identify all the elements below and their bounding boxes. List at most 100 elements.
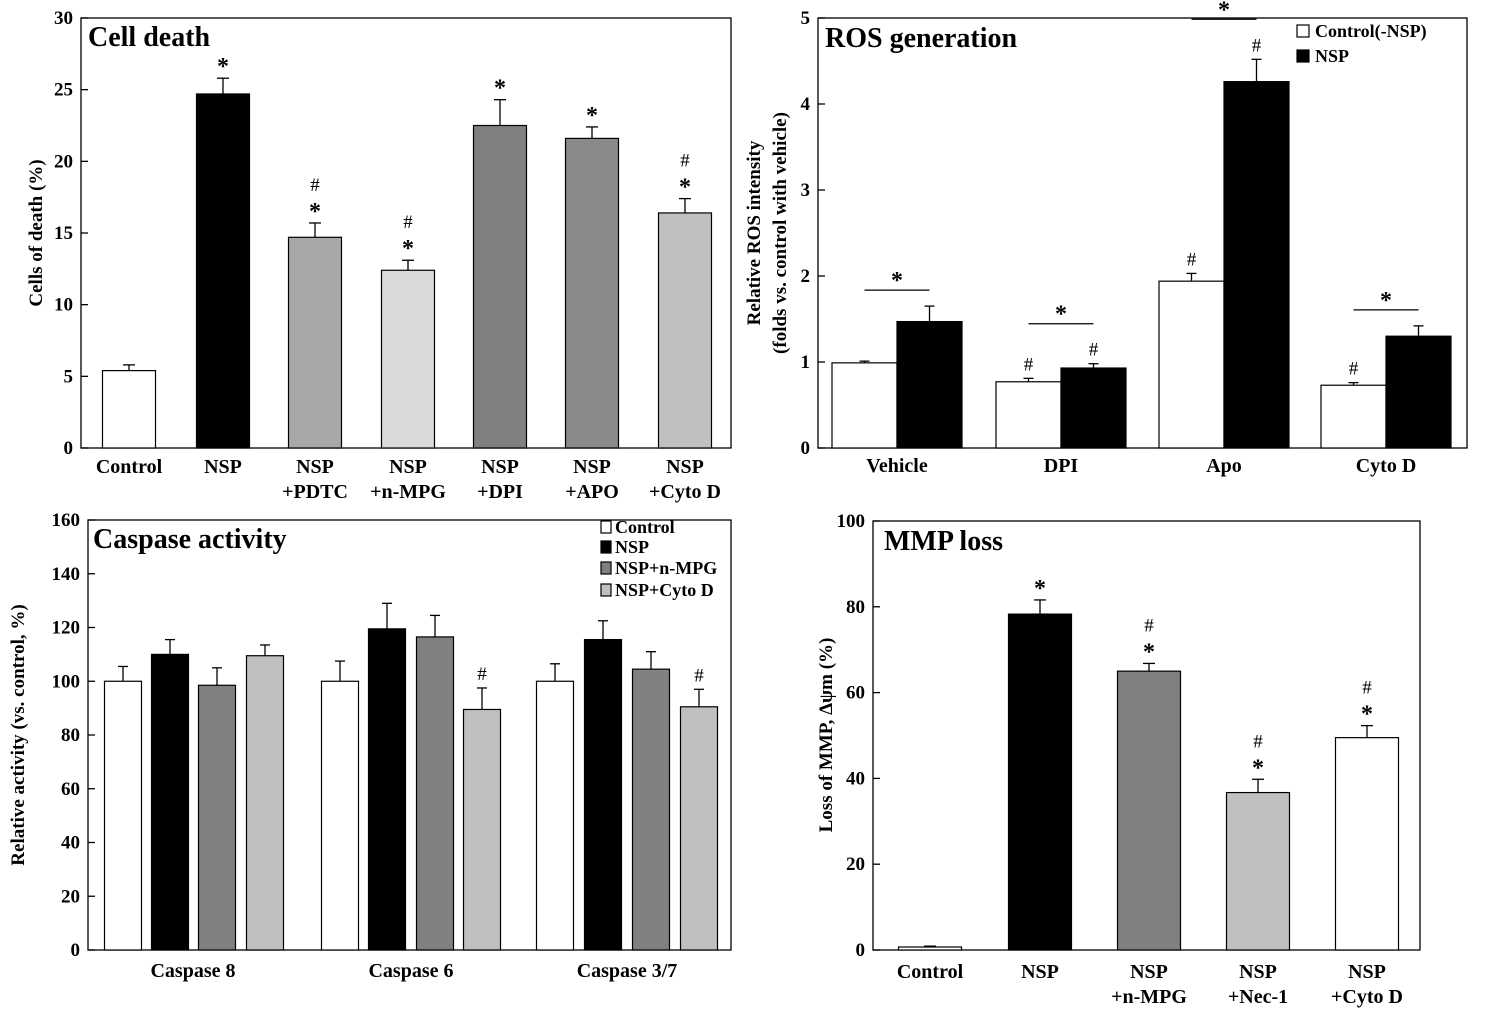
- bar: [320, 680, 360, 951]
- y-tick-label: 0: [801, 438, 811, 459]
- y-tick-label: 60: [846, 683, 865, 704]
- x-tick-label: DPI: [1044, 455, 1079, 477]
- significance-star: *: [1034, 576, 1046, 602]
- significance-hash: #: [477, 664, 487, 685]
- y-tick-label: 0: [71, 940, 81, 961]
- legend-label: Control: [615, 517, 675, 537]
- y-tick-label: 0: [856, 940, 866, 961]
- x-tick-label: Control: [96, 456, 163, 478]
- bar: [1320, 384, 1387, 449]
- significance-star: *: [1218, 0, 1230, 23]
- bar: [679, 706, 719, 951]
- x-tick-label: Control: [897, 961, 964, 983]
- significance-hash: #: [1362, 678, 1372, 699]
- significance-star: *: [309, 199, 321, 225]
- bar: [367, 628, 407, 951]
- significance-star: *: [679, 175, 691, 201]
- y-axis-label: Cells of death (%): [26, 159, 47, 306]
- bar: [462, 708, 502, 951]
- x-tick-label: NSP: [1130, 961, 1168, 983]
- mmp-loss-panel: 0 20 40 60 80 100 MMP loss Loss of MMP, Δψm (%)…: [816, 511, 1421, 1008]
- legend-label: NSP+n-MPG: [615, 558, 717, 578]
- bar: [415, 636, 455, 951]
- bar: [197, 684, 237, 951]
- x-tick-label: +DPI: [477, 481, 523, 503]
- bar: [472, 124, 528, 449]
- y-tick-label: 100: [837, 511, 866, 532]
- panel-title: MMP loss: [884, 526, 1003, 557]
- y-axis-label: Loss of MMP, Δψm (%): [816, 638, 837, 833]
- significance-hash: #: [1253, 731, 1263, 752]
- x-tick-label: NSP: [389, 456, 427, 478]
- significance-hash: #: [694, 665, 704, 686]
- x-tick-label: +APO: [565, 481, 619, 503]
- bar: [583, 638, 623, 951]
- y-tick-label: 140: [52, 564, 81, 585]
- legend-swatch: [600, 540, 612, 554]
- bar: [1385, 335, 1452, 449]
- bar: [150, 653, 190, 951]
- legend-label: NSP: [615, 537, 649, 557]
- y-axis-label: Relative activity (vs. control, %): [8, 604, 29, 865]
- x-tick-label: NSP: [1348, 961, 1386, 983]
- x-tick-label: NSP: [481, 456, 519, 478]
- significance-star: *: [891, 268, 903, 294]
- significance-star: *: [1361, 702, 1373, 728]
- legend-swatch: [600, 520, 612, 534]
- legend-swatch: [600, 583, 612, 597]
- significance-star: *: [1055, 302, 1067, 328]
- significance-hash: #: [680, 151, 690, 172]
- legend-label: NSP+Cyto D: [615, 580, 714, 600]
- x-tick-label: Vehicle: [866, 455, 928, 477]
- bar: [564, 137, 620, 449]
- bar: [831, 362, 898, 449]
- x-tick-label: Caspase 8: [150, 960, 235, 982]
- y-tick-label: 15: [54, 223, 73, 244]
- bar: [1116, 670, 1182, 951]
- y-tick-label: 60: [61, 779, 80, 800]
- significance-hash: #: [1187, 249, 1197, 270]
- y-tick-label: 40: [846, 768, 865, 789]
- significance-star: *: [217, 54, 229, 80]
- x-tick-label: +Cyto D: [1331, 986, 1403, 1008]
- legend-swatch: [1296, 24, 1310, 38]
- x-tick-label: Apo: [1206, 455, 1242, 477]
- y-tick-label: 10: [54, 295, 73, 316]
- legend-swatch: [600, 561, 612, 575]
- x-tick-label: NSP: [296, 456, 334, 478]
- significance-hash: #: [1089, 340, 1099, 361]
- x-tick-label: +n-MPG: [370, 481, 446, 503]
- x-tick-label: +n-MPG: [1111, 986, 1187, 1008]
- bar: [1225, 791, 1291, 951]
- x-tick-label: +Cyto D: [649, 481, 721, 503]
- bar: [1334, 737, 1400, 951]
- cell-death-panel: 0 5 10 15 20 25 30 Cell death Cells of death (%)…: [26, 8, 732, 503]
- bar: [1060, 367, 1127, 449]
- significance-star: *: [586, 103, 598, 129]
- y-tick-label: 80: [61, 725, 80, 746]
- y-tick-label: 160: [52, 510, 81, 531]
- significance-hash: #: [1024, 354, 1034, 375]
- y-tick-label: 25: [54, 80, 73, 101]
- x-tick-label: Cyto D: [1356, 455, 1417, 477]
- significance-hash: #: [1349, 359, 1359, 380]
- bar: [195, 93, 251, 449]
- y-tick-label: 2: [801, 266, 811, 287]
- legend-label: NSP: [1315, 46, 1349, 66]
- bar: [1223, 81, 1290, 449]
- significance-hash: #: [310, 175, 320, 196]
- x-tick-label: NSP: [666, 456, 704, 478]
- y-tick-label: 1: [801, 352, 811, 373]
- y-tick-label: 3: [801, 180, 811, 201]
- significance-star: *: [402, 236, 414, 262]
- x-tick-label: Caspase 6: [368, 960, 453, 982]
- significance-star: *: [1252, 755, 1264, 781]
- x-tick-label: NSP: [204, 456, 242, 478]
- bar: [535, 680, 575, 951]
- y-tick-label: 120: [52, 618, 81, 639]
- y-tick-label: 40: [61, 833, 80, 854]
- y-tick-label: 5: [64, 366, 74, 387]
- bar: [995, 381, 1062, 449]
- x-tick-label: Caspase 3/7: [577, 960, 678, 982]
